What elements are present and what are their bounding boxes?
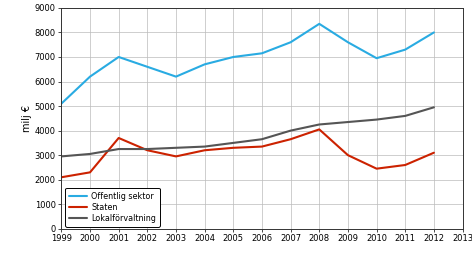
- Staten: [144, 149, 150, 152]
- Staten: [316, 128, 322, 131]
- Staten: [259, 145, 265, 148]
- Lokalförvaltning: [259, 138, 265, 141]
- Offentlig sektor: [288, 41, 294, 44]
- Line: Offentlig sektor: Offentlig sektor: [61, 24, 434, 104]
- Lokalförvaltning: [345, 120, 351, 124]
- Offentlig sektor: [431, 31, 437, 34]
- Staten: [202, 149, 208, 152]
- Lokalförvaltning: [230, 141, 236, 144]
- Offentlig sektor: [345, 41, 351, 44]
- Staten: [173, 155, 179, 158]
- Staten: [374, 167, 379, 170]
- Line: Lokalförvaltning: Lokalförvaltning: [61, 107, 434, 156]
- Line: Staten: Staten: [61, 129, 434, 177]
- Offentlig sektor: [403, 48, 408, 51]
- Lokalförvaltning: [59, 155, 64, 158]
- Lokalförvaltning: [374, 118, 379, 121]
- Staten: [230, 146, 236, 149]
- Staten: [403, 163, 408, 166]
- Lokalförvaltning: [316, 123, 322, 126]
- Legend: Offentlig sektor, Staten, Lokalförvaltning: Offentlig sektor, Staten, Lokalförvaltni…: [65, 188, 160, 227]
- Offentlig sektor: [87, 75, 93, 78]
- Staten: [116, 136, 121, 140]
- Y-axis label: milj €: milj €: [22, 105, 32, 132]
- Staten: [345, 154, 351, 157]
- Lokalförvaltning: [116, 148, 121, 151]
- Lokalförvaltning: [202, 145, 208, 148]
- Offentlig sektor: [173, 75, 179, 78]
- Offentlig sektor: [144, 65, 150, 68]
- Offentlig sektor: [202, 63, 208, 66]
- Offentlig sektor: [116, 55, 121, 59]
- Lokalförvaltning: [87, 152, 93, 155]
- Staten: [59, 176, 64, 179]
- Lokalförvaltning: [288, 129, 294, 132]
- Offentlig sektor: [316, 22, 322, 26]
- Offentlig sektor: [230, 55, 236, 59]
- Staten: [87, 171, 93, 174]
- Staten: [288, 138, 294, 141]
- Lokalförvaltning: [144, 148, 150, 151]
- Lokalförvaltning: [173, 146, 179, 149]
- Offentlig sektor: [59, 102, 64, 105]
- Offentlig sektor: [374, 57, 379, 60]
- Lokalförvaltning: [431, 106, 437, 109]
- Lokalförvaltning: [403, 114, 408, 118]
- Staten: [431, 151, 437, 154]
- Offentlig sektor: [259, 52, 265, 55]
